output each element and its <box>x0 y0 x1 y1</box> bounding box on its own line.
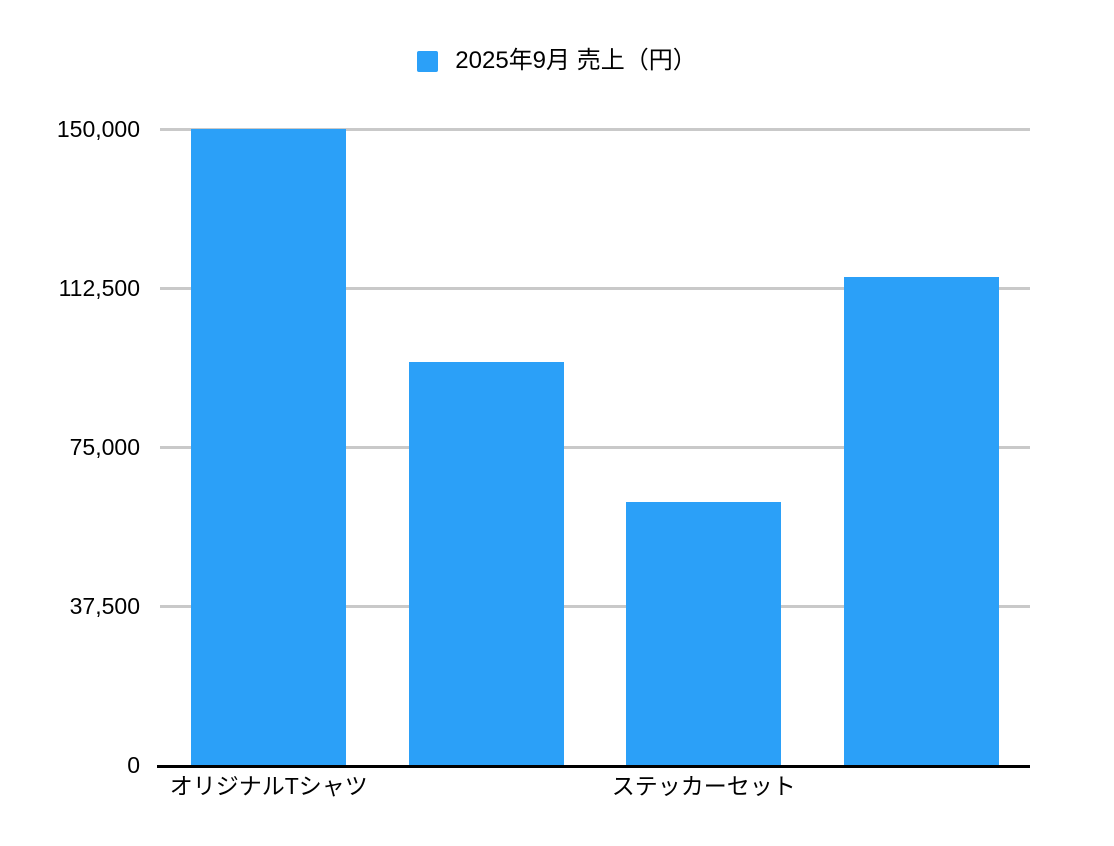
legend: 2025年9月 売上（円） <box>0 48 1114 74</box>
bar-0 <box>191 129 347 765</box>
legend-label: 2025年9月 売上（円） <box>455 47 697 74</box>
legend-swatch <box>417 50 439 72</box>
y-tick-label: 112,500 <box>58 275 140 301</box>
y-axis-labels: 0 37,500 75,000 112,500 150,000 <box>0 0 140 846</box>
gridline <box>160 286 1030 290</box>
x-axis-labels: オリジナルTシャツ ステッカーセット <box>160 771 1030 811</box>
x-tick-label: ステッカーセット <box>611 773 796 799</box>
y-tick-label: 75,000 <box>69 434 140 460</box>
y-tick-label: 150,000 <box>56 116 140 142</box>
y-tick-label: 37,500 <box>69 593 140 619</box>
bar-3 <box>843 277 999 765</box>
x-tick-label: オリジナルTシャツ <box>169 773 368 799</box>
gridline <box>160 445 1030 449</box>
gridline <box>160 127 1030 131</box>
gridline <box>160 604 1030 608</box>
x-axis-line <box>157 765 1030 768</box>
bar-2 <box>626 502 782 765</box>
bar-1 <box>408 362 564 765</box>
y-tick-label: 0 <box>127 752 140 778</box>
plot-area <box>157 127 1030 768</box>
